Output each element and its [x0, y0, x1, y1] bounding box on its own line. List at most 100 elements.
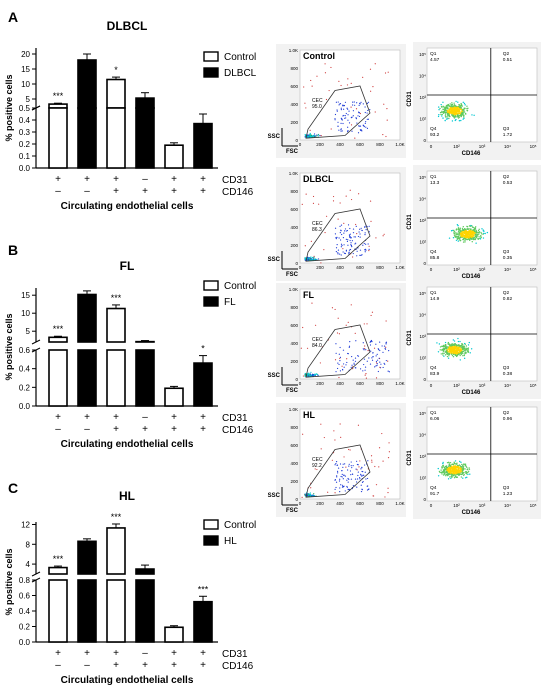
bar-control-1-upper — [48, 336, 68, 343]
event-dot — [362, 348, 364, 350]
event-dot — [458, 344, 460, 346]
event-dot — [368, 245, 370, 247]
event-dot — [347, 477, 349, 480]
y-axis-title: % positive cells — [4, 74, 14, 141]
event-dot — [354, 104, 356, 106]
bar-control-1-lower — [48, 107, 68, 169]
cd146-sign: + — [200, 186, 206, 197]
event-dot — [451, 102, 453, 104]
event-dot — [458, 234, 461, 236]
event-dot — [349, 189, 351, 191]
event-dot — [478, 232, 480, 234]
bar-control-2-upper — [106, 527, 126, 575]
log-y-tick-label: 0 — [423, 261, 426, 266]
event-dot — [472, 235, 475, 237]
event-dot — [460, 473, 462, 475]
event-dot — [339, 478, 341, 480]
event-dot — [335, 247, 338, 249]
y-tick-label: 0.4 — [19, 607, 31, 616]
event-dot — [457, 353, 460, 355]
event-dot — [360, 468, 362, 470]
event-dot — [359, 368, 362, 370]
event-dot — [359, 112, 361, 115]
event-dot — [446, 471, 448, 473]
fsc-tick-label: 600 — [356, 501, 364, 506]
event-dot — [462, 466, 465, 468]
event-dot — [365, 349, 367, 351]
event-dot — [366, 112, 368, 114]
event-dot — [309, 129, 311, 131]
event-dot — [459, 340, 461, 343]
event-dot — [308, 373, 310, 375]
log-x-tick-label: 10³ — [479, 144, 486, 149]
bar-hl-2-upper — [135, 568, 155, 575]
event-dot — [337, 121, 339, 123]
event-dot — [454, 466, 457, 468]
event-dot — [452, 349, 454, 351]
event-dot — [304, 134, 306, 136]
fsc-axis-label: FSC — [286, 508, 299, 514]
event-dot — [477, 229, 480, 232]
event-dot — [347, 244, 349, 246]
cd31-axis-label: CD31 — [407, 450, 413, 466]
event-dot — [344, 117, 346, 119]
ssc-tick-label: 400 — [290, 461, 298, 466]
event-dot — [335, 238, 337, 240]
cd31-sign: + — [113, 412, 119, 423]
event-dot — [446, 473, 448, 476]
cd146-sign: – — [84, 186, 90, 197]
axis-break-mark — [31, 571, 41, 577]
event-dot — [457, 224, 459, 227]
q4-label: Q4 — [430, 126, 437, 132]
event-dot — [365, 372, 367, 375]
y-tick-label: 5 — [26, 327, 31, 336]
event-dot — [442, 348, 444, 350]
event-dot — [342, 474, 345, 476]
event-dot — [330, 66, 332, 69]
q4-value: 93.2 — [430, 132, 440, 138]
fsc-tick-label: 1.0K — [395, 381, 404, 386]
event-dot — [344, 228, 347, 230]
scatter-plot-area — [299, 49, 401, 141]
event-dot — [340, 475, 342, 478]
event-dot — [458, 352, 461, 354]
scatter-events — [301, 189, 385, 264]
event-dot — [359, 460, 361, 462]
event-dot — [445, 467, 448, 469]
event-dot — [460, 119, 462, 122]
event-dot — [358, 193, 360, 195]
event-dot — [461, 229, 463, 231]
event-dot — [385, 341, 388, 343]
event-dot — [328, 89, 330, 92]
q3-value: 0.38 — [503, 371, 513, 377]
event-dot — [458, 113, 461, 115]
event-dot — [442, 349, 444, 352]
event-dot — [456, 109, 458, 111]
event-dot — [368, 248, 370, 250]
event-dot — [449, 469, 451, 471]
event-dot — [336, 109, 338, 111]
event-dot — [453, 471, 455, 474]
y-tick-label: 0.4 — [19, 116, 31, 125]
event-dot — [382, 235, 384, 237]
event-dot — [334, 488, 336, 490]
event-dot — [442, 108, 444, 110]
event-dot — [472, 234, 474, 236]
ssc-axis-label: SSC — [268, 493, 281, 499]
event-dot — [361, 467, 363, 469]
event-dot — [444, 472, 446, 475]
q3-label: Q3 — [503, 485, 510, 491]
x-axis-title: Circulating endothelial cells — [61, 201, 194, 212]
event-dot — [338, 80, 340, 82]
event-dot — [347, 114, 349, 116]
event-dot — [436, 342, 438, 344]
event-dot — [465, 230, 468, 232]
event-dot — [444, 341, 447, 344]
event-dot — [468, 467, 470, 469]
event-dot — [443, 466, 446, 469]
fsc-tick-label: 800 — [376, 142, 384, 147]
log-y-tick-label: 10³ — [419, 454, 426, 459]
event-dot — [456, 470, 459, 473]
cd31-axis-label: CD31 — [407, 330, 413, 346]
event-dot — [317, 374, 319, 376]
